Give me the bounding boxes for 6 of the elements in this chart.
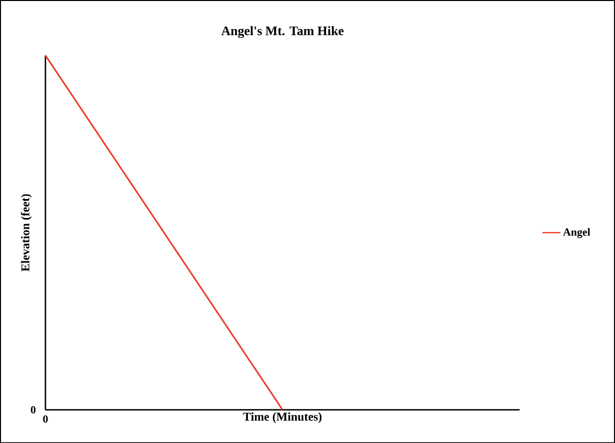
legend-label: Angel [563,228,590,238]
text: 0 [30,406,36,414]
y-axis-title: Elevation (feet) [20,194,32,272]
text: 0 [43,415,48,423]
chart-title: Angel's Mt. Tam Hike [221,26,344,38]
x-axis-title: Time (Minutes) [243,412,322,423]
